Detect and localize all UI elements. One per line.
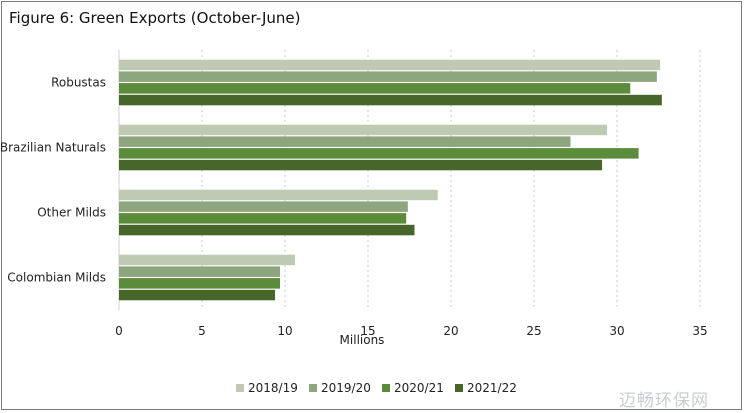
category-label: Colombian Milds <box>7 271 106 285</box>
x-tick-label: 10 <box>277 324 292 338</box>
x-tick-label: 0 <box>115 324 123 338</box>
bar-2020-21-0 <box>119 83 631 94</box>
x-axis-title: Millions <box>340 333 385 347</box>
bar-2021-22-3 <box>119 289 276 301</box>
bar-2020-21-3 <box>119 278 281 289</box>
x-tick-labels: 0 5 10 15 20 25 30 35 <box>115 324 707 338</box>
bar-2021-22-1 <box>119 159 603 171</box>
bar-2019-20-3 <box>119 266 281 277</box>
category-label: Robustas <box>51 76 106 90</box>
legend-swatch <box>382 384 390 392</box>
legend-label: 2020/21 <box>394 381 444 395</box>
bar-2021-22-0 <box>119 94 662 106</box>
category-label: Brazilian Naturals <box>0 141 106 155</box>
legend-swatch <box>309 384 317 392</box>
watermark: 迈畅环保网 <box>619 391 709 411</box>
bar-2021-22-2 <box>119 224 415 236</box>
legend-swatch <box>455 384 463 392</box>
bar-2018-19-0 <box>119 59 661 71</box>
bar-2018-19-1 <box>119 124 608 136</box>
x-tick-label: 30 <box>609 324 624 338</box>
legend-label: 2021/22 <box>467 381 517 395</box>
bar-2020-21-2 <box>119 213 407 224</box>
x-tick-label: 5 <box>198 324 206 338</box>
bar-2020-21-1 <box>119 148 639 159</box>
x-tick-label: 25 <box>526 324 541 338</box>
chart-title: Figure 6: Green Exports (October-June) <box>9 9 301 27</box>
bar-2019-20-0 <box>119 71 657 82</box>
x-tick-label: 35 <box>692 324 707 338</box>
bar-2018-19-2 <box>119 189 438 201</box>
category-label: Other Milds <box>37 206 106 220</box>
category-labels: Robustas Brazilian Naturals Other Milds Col… <box>0 76 106 285</box>
legend-label: 2019/20 <box>321 381 371 395</box>
legend: 2018/19 2019/20 2020/21 2021/22 <box>236 381 517 395</box>
bars <box>119 59 662 301</box>
legend-swatch <box>236 384 244 392</box>
bar-2019-20-2 <box>119 201 408 212</box>
x-tick-label: 20 <box>443 324 458 338</box>
bar-2019-20-1 <box>119 136 571 147</box>
x-tick-label: 15 <box>360 324 375 338</box>
bar-2018-19-3 <box>119 254 295 266</box>
legend-label: 2018/19 <box>248 381 298 395</box>
